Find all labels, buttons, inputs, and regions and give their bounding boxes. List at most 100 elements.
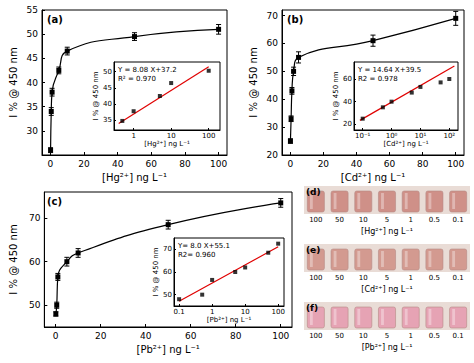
svg-text:50: 50 (29, 300, 41, 310)
svg-text:45: 45 (27, 53, 38, 63)
html-text:100: 100 (309, 216, 323, 224)
svg-text:40: 40 (27, 78, 39, 88)
svg-text:I % @ 450 nm: I % @ 450 nm (92, 71, 100, 120)
svg-text:60: 60 (146, 159, 158, 169)
svg-text:60: 60 (267, 38, 279, 48)
svg-text:30: 30 (27, 126, 39, 136)
svg-text:20: 20 (267, 150, 279, 160)
svg-text:40: 40 (267, 94, 279, 104)
svg-text:60: 60 (163, 268, 172, 276)
svg-text:50: 50 (267, 66, 279, 76)
svg-text:10²: 10² (443, 132, 455, 140)
svg-text:40: 40 (112, 159, 124, 169)
html-text:0.5: 0.5 (428, 274, 440, 282)
html-text:0.1: 0.1 (452, 332, 464, 340)
svg-text:(c): (c) (47, 196, 62, 207)
svg-text:80: 80 (417, 159, 429, 169)
svg-text:80: 80 (230, 331, 242, 341)
svg-text:40: 40 (103, 100, 112, 108)
svg-text:35: 35 (27, 102, 38, 112)
svg-text:35: 35 (103, 116, 112, 124)
html-text:1: 1 (408, 216, 413, 224)
svg-text:60: 60 (29, 257, 41, 267)
svg-text:20: 20 (95, 331, 107, 341)
svg-text:70: 70 (29, 213, 41, 223)
html-text:50: 50 (335, 216, 344, 224)
html-text:10: 10 (358, 332, 368, 340)
svg-text:20: 20 (318, 159, 330, 169)
svg-text:I % @ 450 nm: I % @ 450 nm (8, 47, 19, 117)
svg-text:40: 40 (351, 159, 363, 169)
svg-text:50: 50 (27, 29, 39, 39)
svg-text:70: 70 (163, 245, 172, 253)
html-text:(d): (d) (306, 187, 321, 197)
html-text:0.1: 0.1 (452, 274, 464, 282)
svg-text:60: 60 (185, 331, 197, 341)
svg-text:R2 = 0.978: R2 = 0.978 (358, 75, 398, 83)
svg-text:(a): (a) (47, 14, 63, 25)
svg-text:100: 100 (447, 159, 464, 169)
html-text:0.5: 0.5 (428, 332, 440, 340)
svg-text:[Pb²⁺] ng L⁻¹: [Pb²⁺] ng L⁻¹ (207, 316, 252, 324)
svg-text:10⁰: 10⁰ (386, 132, 398, 140)
html-text:10: 10 (358, 274, 368, 282)
html-text:(f): (f) (306, 303, 319, 313)
svg-text:60: 60 (343, 75, 352, 83)
svg-text:I % @ 450 nm: I % @ 450 nm (8, 224, 19, 294)
svg-text:100: 100 (272, 331, 289, 341)
svg-text:[Cd²⁺] ng L⁻¹: [Cd²⁺] ng L⁻¹ (341, 172, 405, 183)
svg-text:10: 10 (241, 308, 250, 316)
svg-text:0.1: 0.1 (174, 308, 185, 316)
svg-text:[Hg²⁺] ng L⁻¹: [Hg²⁺] ng L⁻¹ (144, 140, 190, 148)
svg-text:Y = 14.64 X+39.5: Y = 14.64 X+39.5 (357, 66, 421, 74)
html-text:[Cd²⁺] ng L⁻¹: [Cd²⁺] ng L⁻¹ (361, 285, 413, 294)
svg-text:1: 1 (210, 308, 214, 316)
svg-text:I % @ 450 nm: I % @ 450 nm (332, 71, 340, 120)
svg-text:70: 70 (267, 11, 279, 21)
svg-text:100: 100 (202, 132, 215, 140)
html-text:100: 100 (309, 274, 323, 282)
html-text:100: 100 (309, 332, 323, 340)
svg-text:(b): (b) (287, 14, 303, 25)
svg-text:55: 55 (27, 5, 38, 15)
html-text:5: 5 (384, 216, 390, 224)
svg-text:I % @ 450 nm: I % @ 450 nm (152, 247, 160, 296)
html-text:[Pb²⁺] ng L⁻¹: [Pb²⁺] ng L⁻¹ (361, 343, 413, 352)
html-text:0.5: 0.5 (428, 216, 440, 224)
svg-text:40: 40 (343, 98, 352, 106)
html-text:(e): (e) (306, 245, 321, 255)
svg-text:0: 0 (53, 331, 59, 341)
svg-text:[Pb²⁺] ng L⁻¹: [Pb²⁺] ng L⁻¹ (136, 344, 199, 355)
svg-text:50: 50 (163, 291, 172, 299)
svg-text:20: 20 (343, 120, 352, 128)
svg-text:80: 80 (179, 159, 191, 169)
svg-text:Y = 8.08 X+37.2: Y = 8.08 X+37.2 (117, 66, 177, 74)
svg-text:10: 10 (167, 132, 176, 140)
html-text:5: 5 (384, 274, 390, 282)
svg-text:0: 0 (48, 159, 54, 169)
svg-text:20: 20 (78, 159, 90, 169)
svg-text:[Cd²⁺] ng L⁻¹: [Cd²⁺] ng L⁻¹ (383, 140, 428, 148)
html-text:50: 50 (335, 274, 344, 282)
html-text:5: 5 (384, 332, 390, 340)
html-text:[Hg²⁺] ng L⁻¹: [Hg²⁺] ng L⁻¹ (361, 227, 413, 236)
svg-text:R² = 0.970: R² = 0.970 (118, 75, 156, 83)
svg-text:45: 45 (103, 84, 112, 92)
svg-text:100: 100 (210, 159, 227, 169)
svg-text:10¹: 10¹ (415, 132, 427, 140)
svg-text:30: 30 (267, 122, 279, 132)
svg-text:I % @ 450 nm: I % @ 450 nm (248, 47, 259, 117)
svg-text:1: 1 (131, 132, 135, 140)
svg-text:40: 40 (140, 331, 152, 341)
svg-text:0: 0 (287, 159, 293, 169)
svg-text:Y= 8.0 X+55.1: Y= 8.0 X+55.1 (177, 242, 230, 250)
html-text:50: 50 (335, 332, 344, 340)
svg-text:[Hg²⁺] ng L⁻¹: [Hg²⁺] ng L⁻¹ (102, 172, 167, 183)
html-text:10: 10 (358, 216, 368, 224)
html-text:0.1: 0.1 (452, 216, 464, 224)
svg-text:50: 50 (103, 68, 112, 76)
svg-text:10⁻¹: 10⁻¹ (355, 132, 371, 140)
svg-text:R2= 0.960: R2= 0.960 (178, 251, 215, 259)
svg-text:60: 60 (384, 159, 396, 169)
svg-text:100: 100 (271, 308, 284, 316)
